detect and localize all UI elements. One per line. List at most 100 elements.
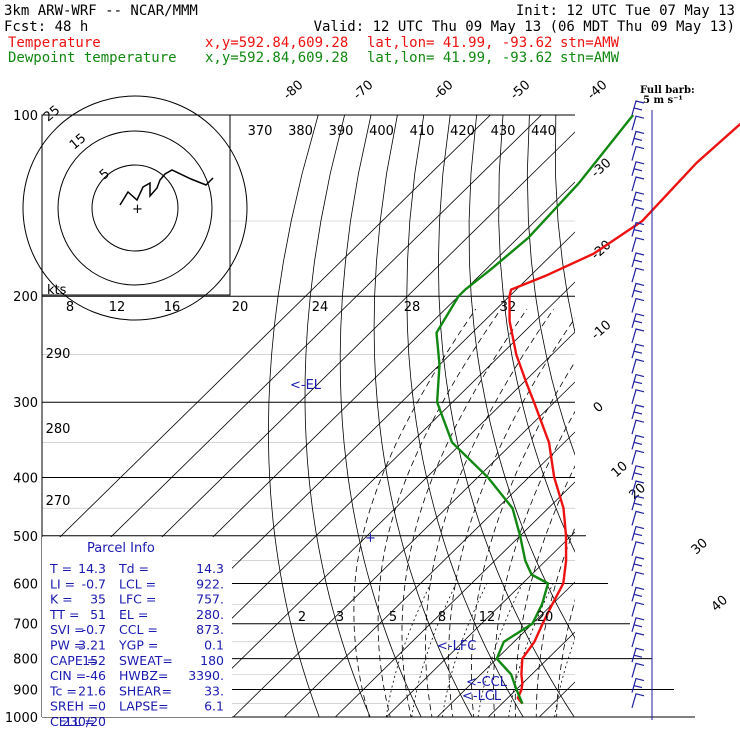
parcel-value: 6.1 bbox=[204, 699, 224, 714]
dry-adiabat-290 bbox=[406, 115, 524, 717]
moist-adiabat-18 bbox=[514, 465, 575, 717]
parcel-info-title: Parcel Info bbox=[87, 541, 155, 556]
pressure-labels: 100 200 300 400 500 600 700 800 900 1000 bbox=[5, 109, 38, 726]
pressure-label-700: 700 bbox=[13, 618, 38, 633]
isotherm--40 bbox=[233, 381, 575, 717]
parcel-key: LFC = bbox=[119, 592, 156, 607]
isotherm--60 bbox=[131, 281, 575, 717]
hodograph-tick-20: 20 bbox=[232, 300, 249, 315]
dry-adiabat-340 bbox=[554, 115, 575, 334]
theta-label-440: 440 bbox=[531, 124, 556, 139]
hodograph-origin: + bbox=[132, 202, 143, 217]
parcel-key: CAPE = bbox=[50, 653, 97, 668]
isotherm--10 bbox=[386, 531, 575, 717]
parcel-value: 0.1 bbox=[204, 638, 224, 653]
moist-adiabat-14 bbox=[493, 410, 575, 717]
wind-barb-feather bbox=[633, 624, 643, 628]
wind-barb bbox=[631, 267, 645, 283]
hodograph-ring-0 bbox=[91, 164, 179, 252]
valid-time: Valid: 12 UTC Thu 09 May 13 (06 MDT Thu … bbox=[314, 19, 735, 35]
moist-adiabat-26 bbox=[556, 598, 575, 717]
theta-label-380: 380 bbox=[288, 124, 313, 139]
isotherm-0 bbox=[437, 581, 575, 717]
theta-label-270: 270 bbox=[46, 494, 71, 509]
parcel-key: PW = bbox=[50, 638, 84, 653]
wind-barb-feather bbox=[633, 472, 643, 476]
parcel-key: SVI = bbox=[50, 622, 85, 637]
parcel-key: HWBZ= bbox=[119, 668, 168, 683]
wind-barb bbox=[631, 632, 645, 648]
mixing-ratio-label-5: 5 bbox=[389, 610, 397, 625]
wind-barb-feather bbox=[633, 320, 643, 324]
parcel-value: 21.6 bbox=[78, 683, 106, 698]
isotherm-label-40: 40 bbox=[709, 593, 731, 615]
moist-adiabat-6 bbox=[448, 317, 575, 717]
parcel-key: Tc = bbox=[49, 683, 77, 698]
parcel-key: Td = bbox=[118, 561, 149, 576]
wind-barb bbox=[631, 601, 645, 617]
parcel-value: 33. bbox=[204, 683, 224, 698]
parcel-key: TT = bbox=[49, 607, 80, 622]
wind-barb bbox=[631, 328, 645, 344]
isotherm--30 bbox=[284, 431, 575, 717]
theta-label-280: 280 bbox=[46, 422, 71, 437]
mixing-ratio-label-8: 8 bbox=[438, 610, 446, 625]
moist-adiabat-10 bbox=[470, 361, 575, 717]
wind-barb bbox=[631, 586, 645, 602]
wind-barb bbox=[631, 693, 645, 708]
wind-barb bbox=[631, 465, 645, 480]
parcel-key: LCL = bbox=[119, 576, 156, 591]
dry-adiabat-300 bbox=[437, 115, 575, 717]
mixing-ratio-8 bbox=[477, 583, 523, 717]
wind-barb-feather bbox=[633, 168, 643, 172]
wind-barb bbox=[631, 358, 645, 374]
pressure-label-600: 600 bbox=[13, 577, 38, 592]
wind-barb-feather bbox=[633, 563, 643, 567]
parcel-value: 152 bbox=[82, 653, 106, 668]
wind-barb bbox=[631, 647, 645, 663]
annotation-ccl: <-CCL bbox=[466, 675, 508, 690]
wind-barb-feather bbox=[633, 502, 643, 506]
parcel-key: SHEAR= bbox=[119, 683, 172, 698]
xy-coords-temp: x,y=592.84,609.28 bbox=[205, 35, 348, 51]
mixing-ratio-12 bbox=[508, 583, 554, 717]
wind-barb-feather bbox=[633, 137, 643, 141]
theta-label-410: 410 bbox=[410, 124, 435, 139]
parcel-value: 922. bbox=[196, 576, 224, 591]
pressure-label-900: 900 bbox=[13, 683, 38, 698]
dry-adiabat-250 bbox=[268, 115, 320, 717]
moist-adiabat-30 bbox=[577, 309, 740, 730]
wind-barb bbox=[631, 556, 645, 572]
wind-barb-feather bbox=[633, 593, 643, 597]
theta-label-290: 290 bbox=[46, 347, 71, 362]
theta-label-390: 390 bbox=[329, 124, 354, 139]
wind-barb-feather bbox=[633, 229, 643, 233]
theta-label-420: 420 bbox=[450, 124, 475, 139]
mixing-ratio-label-20: 20 bbox=[537, 610, 554, 625]
moist-adiabat-22 bbox=[535, 526, 575, 717]
wind-barb-feather bbox=[633, 685, 643, 689]
theta-label-370: 370 bbox=[248, 124, 273, 139]
dry-adiabat-370 bbox=[635, 115, 740, 730]
parcel-value: 230/20 bbox=[62, 714, 106, 729]
wind-barb bbox=[631, 525, 645, 541]
isotherm-label--70: -70 bbox=[351, 78, 377, 103]
wind-barb-feather bbox=[633, 350, 643, 354]
wind-barb-feather bbox=[633, 289, 643, 293]
isotherm-label--10: -10 bbox=[589, 318, 615, 343]
wind-barb bbox=[631, 191, 645, 207]
barb-legend-title: Full barb: bbox=[640, 85, 695, 96]
parcel-value: -0.7 bbox=[82, 576, 106, 591]
dry-adiabat-360 bbox=[609, 115, 740, 730]
pressure-label-500: 500 bbox=[13, 530, 38, 545]
mixing-ratio-2 bbox=[385, 583, 432, 717]
wind-barb bbox=[631, 617, 645, 632]
wind-barb bbox=[631, 176, 645, 192]
wind-barb bbox=[631, 115, 645, 131]
mixing-ratio-label-2: 2 bbox=[298, 610, 306, 625]
station-temp: stn=AMW bbox=[560, 35, 620, 51]
wind-barb bbox=[631, 449, 645, 465]
model-title: 3km ARW-WRF -- NCAR/MMM bbox=[4, 3, 198, 19]
parcel-value: 0 bbox=[98, 699, 106, 714]
